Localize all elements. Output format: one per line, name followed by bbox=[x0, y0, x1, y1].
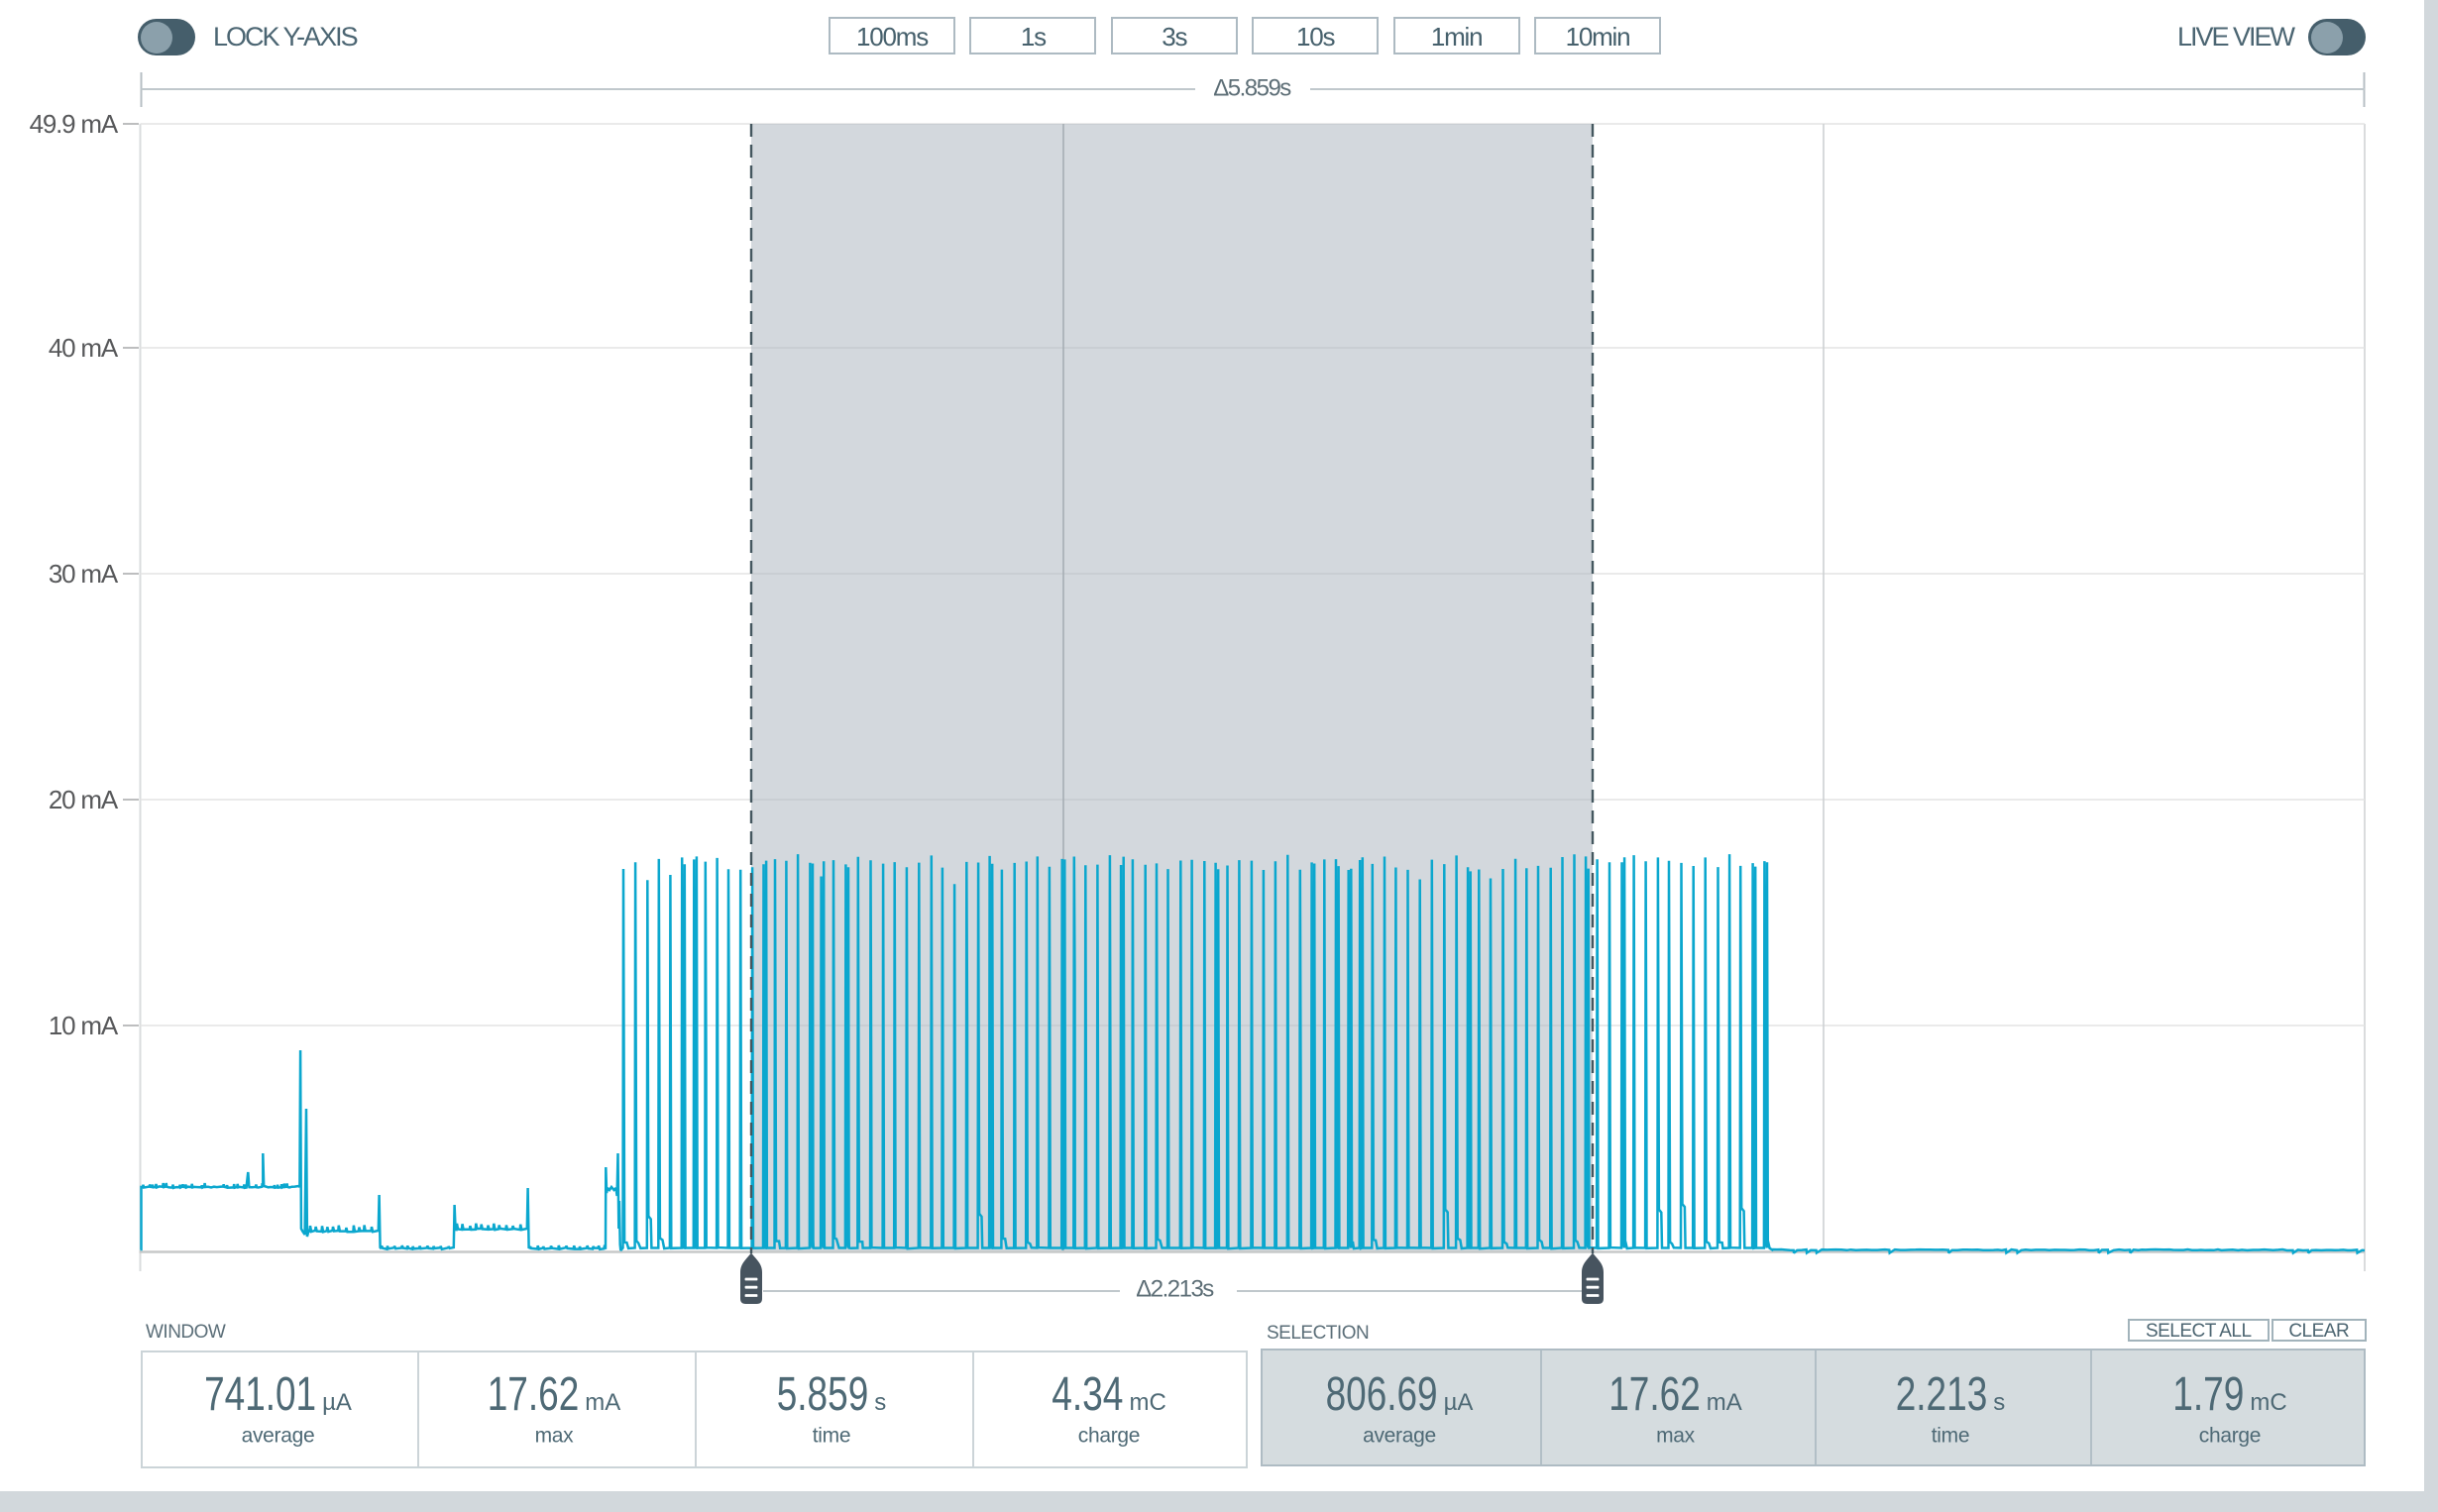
svg-text:30 mA: 30 mA bbox=[49, 559, 119, 589]
svg-text:49.9 mA: 49.9 mA bbox=[30, 109, 119, 139]
svg-text:40 mA: 40 mA bbox=[49, 333, 119, 363]
svg-text:Δ2.213s: Δ2.213s bbox=[1136, 1276, 1214, 1303]
svg-text:Δ5.859s: Δ5.859s bbox=[1213, 75, 1291, 102]
svg-text:20 mA: 20 mA bbox=[49, 785, 119, 814]
svg-text:10 mA: 10 mA bbox=[49, 1011, 119, 1040]
